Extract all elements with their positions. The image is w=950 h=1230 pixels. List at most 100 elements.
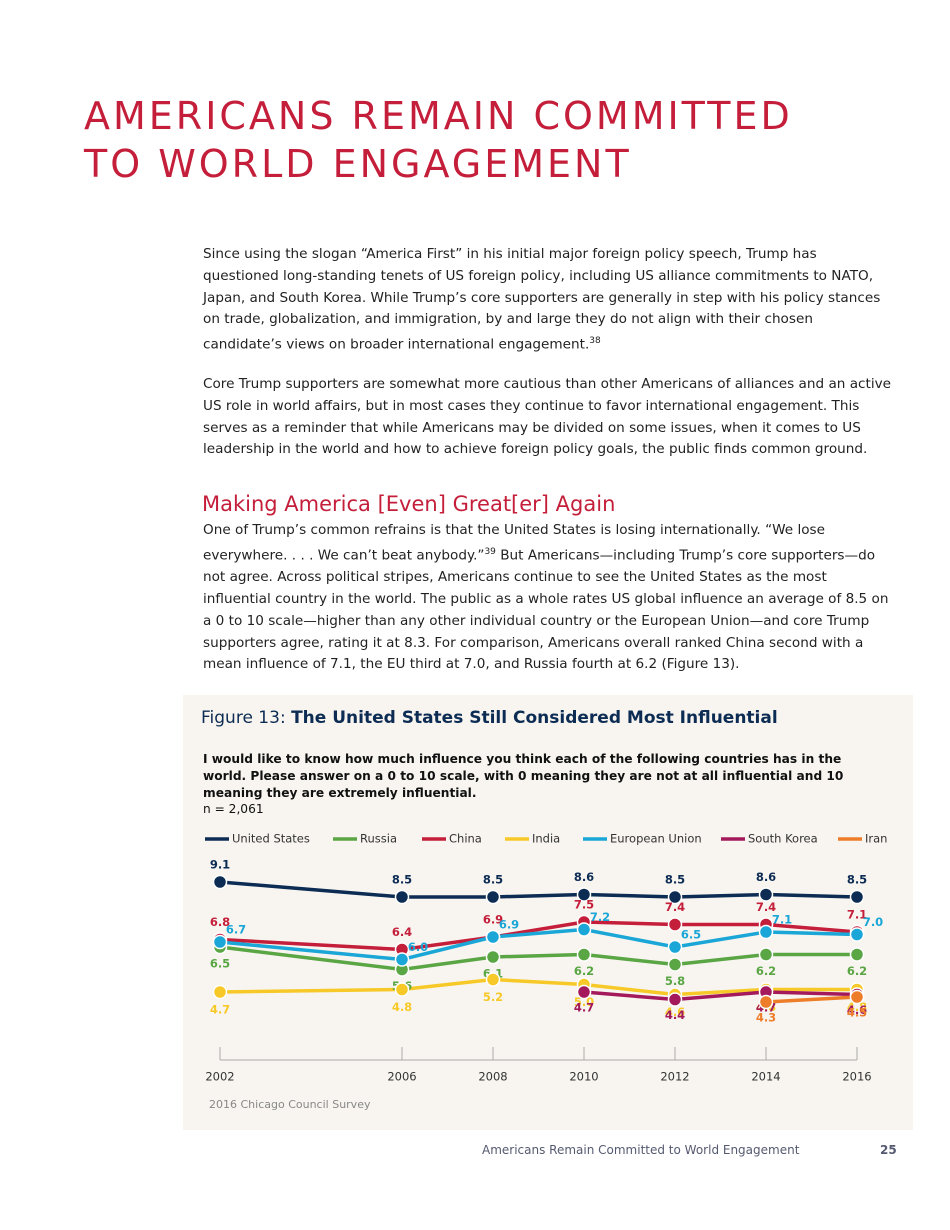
figure-title: Figure 13: The United States Still Consi… bbox=[201, 708, 778, 728]
data-point bbox=[212, 934, 228, 950]
data-label: 5.8 bbox=[665, 974, 685, 988]
footnote-ref: 38 bbox=[589, 336, 601, 347]
data-label: 4.5 bbox=[847, 1006, 867, 1020]
data-point bbox=[485, 889, 501, 905]
data-label: 7.0 bbox=[863, 915, 883, 929]
data-point bbox=[758, 924, 774, 940]
data-label: 8.6 bbox=[756, 870, 776, 884]
series-line bbox=[765, 995, 858, 1004]
data-label: 6.7 bbox=[226, 923, 246, 937]
data-label: 6.5 bbox=[210, 957, 230, 971]
legend-label: Russia bbox=[360, 832, 397, 846]
data-label: 7.4 bbox=[756, 900, 776, 914]
legend-label: South Korea bbox=[748, 832, 818, 846]
legend-label: European Union bbox=[610, 832, 702, 846]
page-title: AMERICANS REMAIN COMMITTED TO WORLD ENGA… bbox=[84, 92, 793, 188]
data-label: 7.4 bbox=[665, 900, 685, 914]
x-tick-label: 2006 bbox=[387, 1070, 416, 1084]
legend-label: India bbox=[532, 832, 560, 846]
chart: United States Russia China India European Un… bbox=[205, 832, 887, 1084]
data-label: 4.3 bbox=[756, 1011, 776, 1025]
running-title: Americans Remain Committed to World Enga… bbox=[482, 1143, 800, 1157]
data-label: 6.9 bbox=[483, 913, 503, 927]
legend-label: China bbox=[449, 832, 482, 846]
paragraph: Since using the slogan “America First” i… bbox=[203, 244, 893, 357]
data-label: 7.5 bbox=[574, 898, 594, 912]
data-label: 7.1 bbox=[847, 908, 867, 922]
data-label: 4.7 bbox=[574, 1001, 594, 1015]
data-label: 4.6 bbox=[847, 1003, 867, 1017]
data-label: 8.6 bbox=[574, 870, 594, 884]
data-label: 4.4 bbox=[665, 1008, 685, 1022]
x-tick-label: 2010 bbox=[569, 1070, 598, 1084]
footnote-ref: 39 bbox=[484, 546, 496, 557]
data-point bbox=[849, 927, 865, 942]
data-point bbox=[394, 982, 410, 997]
data-point bbox=[576, 922, 592, 937]
data-label: 4.6 bbox=[665, 1005, 685, 1019]
data-label: 6.5 bbox=[681, 928, 701, 942]
data-point bbox=[485, 949, 501, 965]
data-label: 6.2 bbox=[847, 964, 867, 978]
data-label: 9.1 bbox=[210, 858, 230, 872]
data-point bbox=[212, 874, 228, 890]
data-label: 6.9 bbox=[499, 918, 519, 932]
figure-title-text: The United States Still Considered Most … bbox=[291, 708, 778, 728]
data-label: 4.7 bbox=[210, 1003, 230, 1017]
data-label: 6.0 bbox=[408, 940, 428, 954]
x-tick-label: 2016 bbox=[842, 1070, 871, 1084]
data-point bbox=[485, 972, 501, 987]
data-point bbox=[212, 984, 228, 1000]
data-label: 8.5 bbox=[665, 873, 685, 887]
data-label: 4.8 bbox=[392, 1000, 412, 1014]
data-point bbox=[849, 989, 865, 1005]
data-point bbox=[849, 947, 865, 962]
paragraph: One of Trump’s common refrains is that t… bbox=[203, 520, 893, 676]
figure-label: Figure 13: bbox=[201, 708, 286, 728]
paragraph-text: One of Trump’s common refrains is that t… bbox=[203, 522, 825, 564]
section-heading: Making America [Even] Great[er] Again bbox=[202, 492, 616, 516]
data-point bbox=[849, 889, 865, 905]
data-label: 7.2 bbox=[590, 910, 610, 924]
data-label: 4.8 bbox=[847, 1000, 867, 1014]
data-label: 8.5 bbox=[392, 873, 412, 887]
data-point bbox=[758, 887, 774, 902]
sample-size: n = 2,061 bbox=[203, 802, 264, 816]
x-tick-label: 2008 bbox=[478, 1070, 507, 1084]
data-point bbox=[758, 994, 774, 1010]
data-point bbox=[394, 889, 410, 905]
data-point bbox=[667, 992, 683, 1007]
x-tick-label: 2014 bbox=[751, 1070, 780, 1084]
data-label: 6.2 bbox=[574, 964, 594, 978]
paragraph-text: Core Trump supporters are somewhat more … bbox=[203, 376, 892, 458]
legend-label: Iran bbox=[865, 832, 887, 846]
data-point bbox=[394, 952, 410, 967]
data-point bbox=[758, 947, 774, 962]
data-label: 6.8 bbox=[210, 915, 230, 929]
title-line: TO WORLD ENGAGEMENT bbox=[84, 142, 632, 186]
source: 2016 Chicago Council Survey bbox=[209, 1098, 371, 1111]
series-line bbox=[583, 990, 858, 1002]
legend-label: United States bbox=[232, 832, 310, 846]
data-label: 6.2 bbox=[756, 964, 776, 978]
data-point bbox=[576, 887, 592, 902]
title-line: AMERICANS REMAIN COMMITTED bbox=[84, 94, 793, 138]
data-point bbox=[667, 917, 683, 932]
data-label: 8.5 bbox=[847, 873, 867, 887]
paragraph-text: Since using the slogan “America First” i… bbox=[203, 246, 881, 353]
x-tick-label: 2012 bbox=[660, 1070, 689, 1084]
data-point bbox=[667, 957, 683, 972]
data-point bbox=[576, 947, 592, 962]
data-label: 7.1 bbox=[772, 913, 792, 927]
paragraph: Core Trump supporters are somewhat more … bbox=[203, 374, 893, 461]
paragraph-text: But Americans—including Trump’s core sup… bbox=[203, 547, 889, 673]
data-label: 6.4 bbox=[392, 925, 412, 939]
data-point bbox=[576, 984, 592, 1000]
data-label: 5.0 bbox=[574, 995, 594, 1009]
figure-question: I would like to know how much influence … bbox=[203, 752, 844, 800]
data-label: 8.5 bbox=[483, 873, 503, 887]
data-point bbox=[485, 929, 501, 945]
data-label: 5.2 bbox=[483, 990, 503, 1004]
x-tick-label: 2002 bbox=[205, 1070, 234, 1084]
